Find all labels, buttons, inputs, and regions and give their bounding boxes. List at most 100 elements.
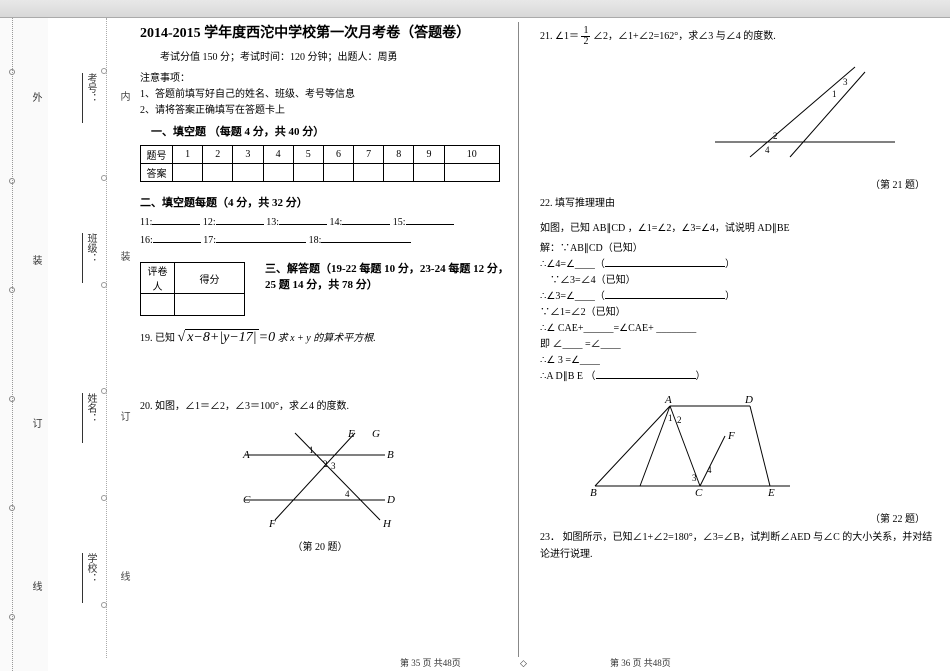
figure-22: AD BCE F 1 2 3 4 — [580, 391, 935, 504]
answer-table: 题号 1 2 3 4 5 6 7 8 9 10 答案 — [140, 145, 500, 182]
svg-text:F: F — [268, 518, 276, 530]
side-label: 考号： — [85, 73, 96, 103]
figure-21: 3 1 2 4 — [540, 57, 935, 170]
binding-text: 外 — [28, 92, 43, 108]
table-cell: 5 — [293, 146, 323, 164]
score-cell: 得分 — [175, 263, 245, 294]
svg-text:4: 4 — [345, 489, 350, 499]
proof-line: 解：∵AB∥CD（已知） — [540, 241, 935, 257]
q-text: 21. ∠1＝ — [540, 31, 579, 42]
footer-right: 第 36 页 共48页 — [610, 656, 671, 669]
svg-text:1: 1 — [668, 413, 673, 423]
svg-text:2: 2 — [323, 459, 328, 469]
section2-title: 二、填空题每题（4 分，共 32 分） — [140, 194, 510, 210]
figure-label: （第 20 题） — [140, 538, 510, 553]
student-info-sidebar: 考号： 班级： 姓名： 学校： — [56, 18, 98, 658]
table-cell: 1 — [173, 146, 203, 164]
proof-line: ∴∠4=∠____（） — [540, 257, 935, 273]
binding-text: 订 — [28, 418, 43, 434]
binding-text: 线 — [28, 581, 43, 597]
question-21: 21. ∠1＝ 12 ∠2，∠1+∠2=162°，求∠3 与∠4 的度数. — [540, 26, 935, 47]
page-right: 21. ∠1＝ 12 ∠2，∠1+∠2=162°，求∠3 与∠4 的度数. 3 … — [540, 22, 935, 671]
footer-mid-icon: ◇ — [520, 658, 527, 669]
proof-line: 即 ∠____ =∠____ — [540, 337, 935, 353]
fill-num: 13: — [266, 217, 279, 228]
table-cell: 2 — [203, 146, 233, 164]
proof-line: ∴∠3=∠____（） — [540, 289, 935, 305]
question-20: 20. 如图，∠1＝∠2，∠3＝100°，求∠4 的度数. — [140, 398, 510, 415]
fill-num: 12: — [203, 217, 216, 228]
svg-text:E: E — [767, 487, 775, 499]
svg-text:C: C — [243, 494, 251, 506]
binding-text: 装 — [28, 255, 43, 271]
svg-text:E: E — [347, 428, 355, 440]
svg-text:1: 1 — [309, 445, 314, 455]
binding-text: 内 — [116, 91, 131, 105]
score-cell: 评卷人 — [141, 263, 175, 294]
svg-text:B: B — [590, 487, 597, 499]
svg-text:2: 2 — [677, 415, 682, 425]
svg-text:A: A — [664, 394, 672, 406]
proof-line: ∴∠ 3 =∠____ — [540, 353, 935, 369]
footer-left: 第 35 页 共48页 — [400, 656, 461, 669]
fill-num: 14: — [329, 217, 342, 228]
svg-text:D: D — [386, 494, 395, 506]
svg-text:3: 3 — [843, 77, 848, 87]
question-19: 19. 已知 √x−8+|y−17|=0 求 x + y 的算术平方根. — [140, 326, 510, 350]
table-header: 答案 — [141, 164, 173, 182]
proof-line: ∵∠1=∠2（已知） — [540, 305, 935, 321]
svg-text:C: C — [695, 487, 703, 499]
svg-text:G: G — [372, 428, 380, 440]
table-cell: 9 — [414, 146, 444, 164]
table-cell: 4 — [263, 146, 293, 164]
question-22-given: 如图，已知 AB∥CD ，∠1=∠2，∠3=∠4，试说明 AD∥BE — [540, 220, 935, 237]
exam-title: 2014-2015 学年度西沱中学校第一次月考卷（答题卷） — [140, 22, 510, 42]
side-label: 姓名： — [85, 393, 96, 423]
svg-text:B: B — [387, 449, 394, 461]
svg-text:3: 3 — [331, 461, 336, 471]
q-text: ∠2，∠1+∠2=162°，求∠3 与∠4 的度数. — [593, 31, 776, 42]
fill-num: 17: — [203, 235, 216, 246]
svg-text:A: A — [242, 449, 250, 461]
notice-line: 1、答题前填写好自己的姓名、班级、考号等信息 — [140, 87, 510, 103]
side-label: 学校： — [85, 553, 96, 583]
svg-text:4: 4 — [765, 145, 770, 155]
notice-line: 2、请将答案正确填写在答题卡上 — [140, 103, 510, 119]
q-text: 19. 已知 — [140, 333, 175, 344]
svg-text:3: 3 — [692, 473, 697, 483]
figure-20: A B C D E G F H 1 2 3 4 （第 20 题） — [140, 425, 510, 553]
table-cell: 8 — [384, 146, 414, 164]
score-table: 评卷人得分 — [140, 262, 245, 316]
notice-header: 注意事项： — [140, 71, 510, 87]
fill-num: 16: — [140, 235, 153, 246]
fill-row: 16: 17: 18: — [140, 232, 510, 250]
binding-text: 线 — [116, 571, 131, 585]
table-cell: 7 — [354, 146, 384, 164]
svg-text:H: H — [382, 518, 392, 530]
proof-line: ∵∠3=∠4（已知） — [540, 273, 935, 289]
page-left: 2014-2015 学年度西沱中学校第一次月考卷（答题卷） 考试分值 150 分… — [140, 22, 510, 671]
table-cell: 10 — [444, 146, 499, 164]
fill-row: 11: 12: 13: 14: 15: — [140, 214, 510, 232]
q-text: 求 x + y 的算术平方根. — [278, 333, 376, 344]
figure-label: （第 22 题） — [540, 510, 935, 525]
binding-text: 订 — [116, 411, 131, 425]
proof-line: ∴A D∥B E （） — [540, 369, 935, 385]
side-label: 班级： — [85, 233, 96, 263]
section1-title: 一、填空题 （每题 4 分，共 40 分） — [140, 123, 510, 139]
proof-line: ∴∠ CAE+______=∠CAE+ ________ — [540, 321, 935, 337]
table-cell: 3 — [233, 146, 263, 164]
fill-num: 15: — [393, 217, 406, 228]
figure-label: （第 21 题） — [540, 176, 935, 191]
fill-num: 11: — [140, 217, 152, 228]
question-22-title: 22. 填写推理理由 — [540, 195, 935, 212]
table-header: 题号 — [141, 146, 173, 164]
binding-margin-inner: 内 装 订 线 — [100, 18, 130, 658]
fill-num: 18: — [309, 235, 322, 246]
app-toolbar — [0, 0, 950, 18]
svg-text:1: 1 — [832, 89, 837, 99]
table-cell: 6 — [323, 146, 353, 164]
page-divider — [518, 22, 519, 657]
binding-text: 装 — [116, 251, 131, 265]
svg-text:2: 2 — [773, 131, 778, 141]
